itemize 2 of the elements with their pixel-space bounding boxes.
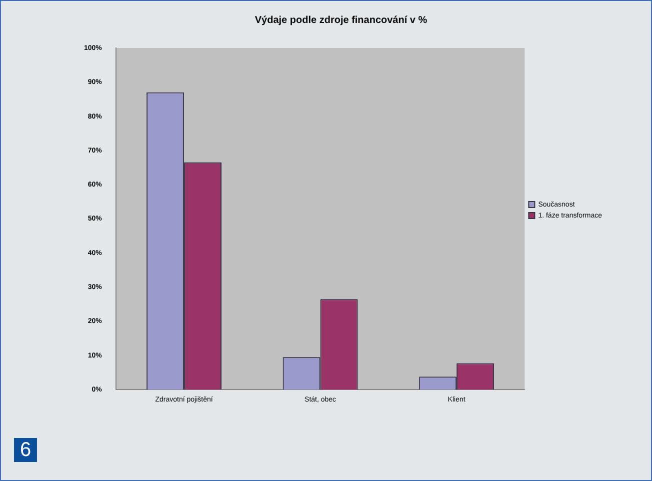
chart-title: Výdaje podle zdroje financování v %	[254, 14, 428, 26]
text: 6	[14, 438, 38, 462]
